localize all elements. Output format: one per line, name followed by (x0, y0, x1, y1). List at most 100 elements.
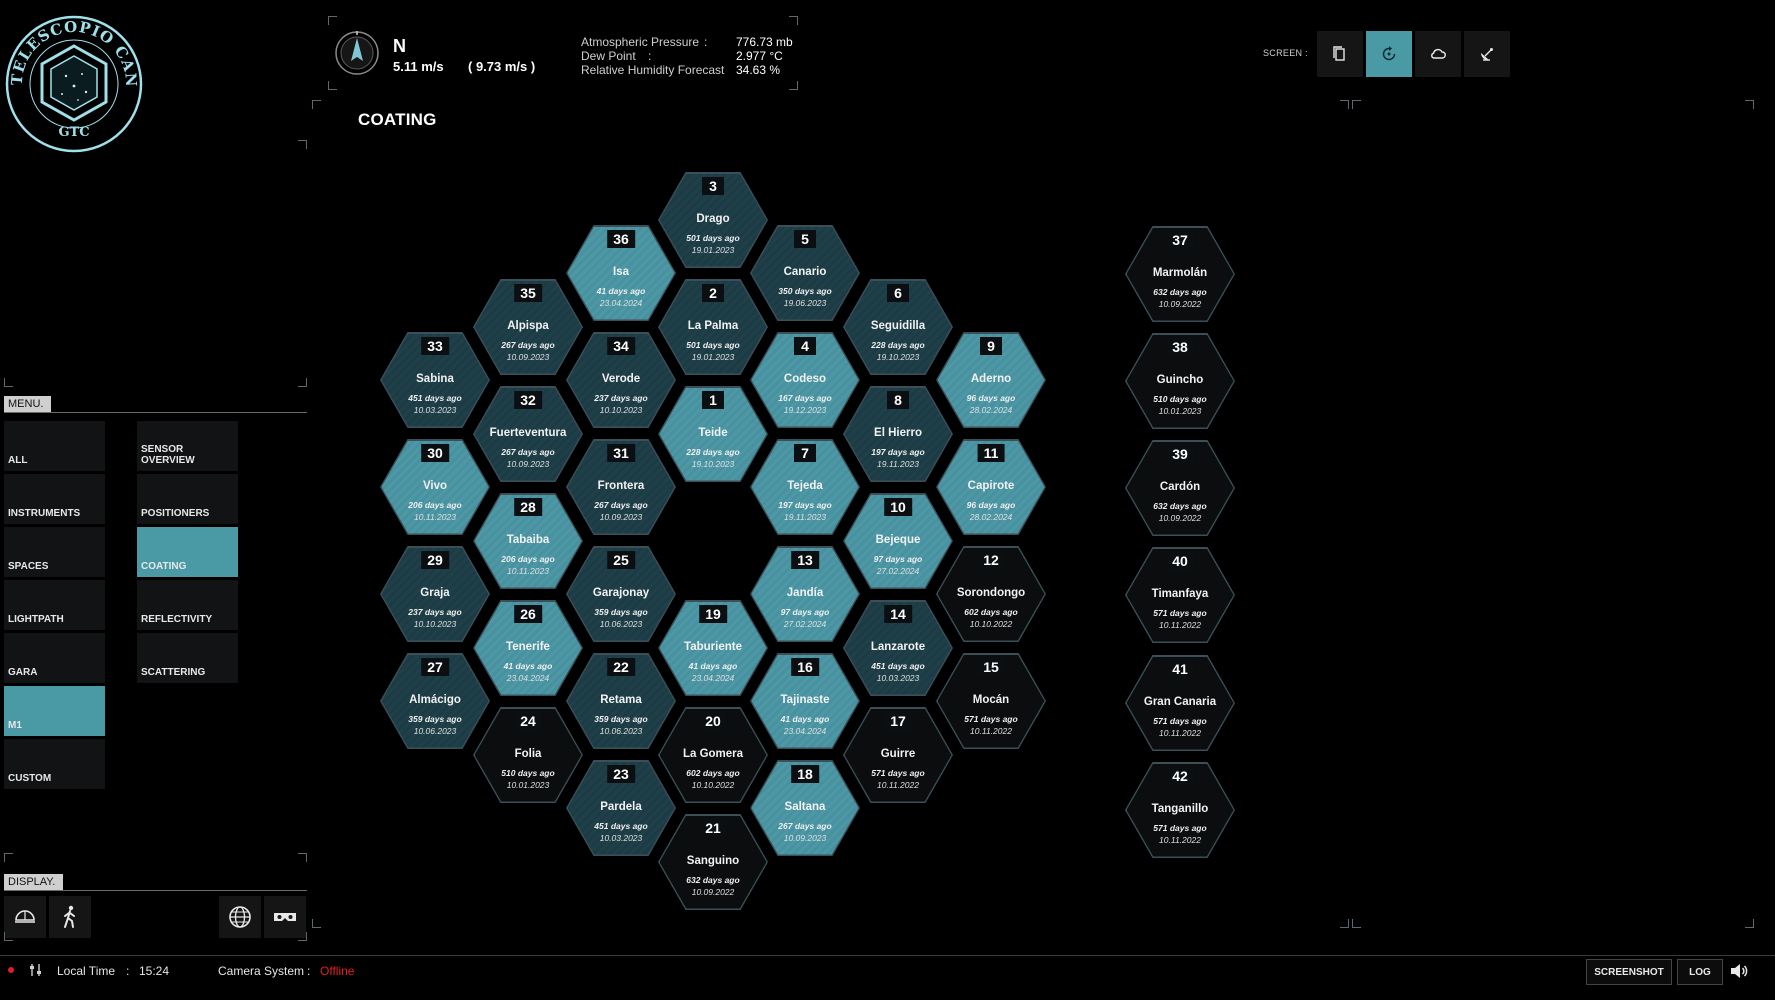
mirror-segment-hex[interactable]: 7 Tejeda 197 days ago 19.11.2023 (750, 439, 860, 535)
menu-item-positioners[interactable]: POSITIONERS (137, 474, 238, 524)
walk-mode-button[interactable] (49, 896, 91, 938)
spare-segment-hex[interactable]: 37 Marmolán 632 days ago 10.09.2022 (1125, 226, 1235, 322)
log-button[interactable]: LOG (1677, 959, 1723, 985)
local-time-label: Local Time (57, 964, 116, 978)
menu-item-spaces[interactable]: SPACES (4, 527, 105, 577)
mirror-segment-hex[interactable]: 32 Fuerteventura 267 days ago 10.09.2023 (473, 386, 583, 482)
spare-segment-hex[interactable]: 38 Guincho 510 days ago 10.01.2023 (1125, 333, 1235, 429)
segment-coating-date: 10.01.2023 (506, 780, 550, 790)
segment-coating-date: 10.03.2023 (876, 673, 920, 683)
menu-item-custom[interactable]: CUSTOM (4, 739, 105, 789)
walking-person-icon (64, 905, 75, 928)
segment-name: Tejeda (787, 480, 823, 492)
segment-days-ago: 41 days ago (503, 661, 553, 671)
menu-item-gara[interactable]: GARA (4, 633, 105, 683)
menu-item-label: POSITIONERS (141, 508, 210, 519)
mirror-segment-hex[interactable]: 1 Teide 228 days ago 19.10.2023 (658, 386, 768, 482)
volume-icon[interactable] (1729, 961, 1749, 981)
mirror-segment-hex[interactable]: 12 Sorondongo 602 days ago 10.10.2022 (936, 546, 1046, 642)
mirror-segment-hex[interactable]: 34 Verode 237 days ago 10.10.2023 (566, 332, 676, 428)
dome-view-button[interactable] (4, 896, 46, 938)
segment-number: 36 (607, 230, 635, 248)
mirror-segment-hex[interactable]: 27 Almácigo 359 days ago 10.06.2023 (380, 653, 490, 749)
mirror-segment-hex[interactable]: 8 El Hierro 197 days ago 19.11.2023 (843, 386, 953, 482)
segment-name: Sanguino (686, 855, 740, 867)
segment-coating-date: 10.06.2023 (413, 726, 457, 736)
mirror-segment-hex[interactable]: 26 Tenerife 41 days ago 23.04.2024 (473, 600, 583, 696)
main-panel-frame (312, 100, 1754, 928)
mirror-segment-hex[interactable]: 24 Folia 510 days ago 10.01.2023 (473, 707, 583, 803)
segment-number: 14 (884, 605, 912, 623)
rotate-screen-button[interactable] (1366, 31, 1412, 77)
segment-coating-date: 28.02.2024 (969, 405, 1013, 415)
mirror-segment-hex[interactable]: 6 Seguidilla 228 days ago 19.10.2023 (843, 279, 953, 375)
segment-name: Frontera (597, 480, 645, 492)
settings-sliders-icon[interactable] (28, 962, 44, 978)
wind-direction: N (393, 36, 406, 56)
mirror-segment-hex[interactable]: 31 Frontera 267 days ago 10.09.2023 (566, 439, 676, 535)
segment-coating-date: 19.11.2023 (877, 459, 919, 469)
segment-name: Timanfaya (1151, 588, 1209, 600)
mirror-segment-hex[interactable]: 11 Capirote 96 days ago 28.02.2024 (936, 439, 1046, 535)
segment-coating-date: 10.09.2023 (506, 459, 550, 469)
mirror-segment-hex[interactable]: 18 Saltana 267 days ago 10.09.2023 (750, 760, 860, 856)
menu-item-reflectivity[interactable]: REFLECTIVITY (137, 580, 238, 630)
mirror-segment-hex[interactable]: 33 Sabina 451 days ago 10.03.2023 (380, 332, 490, 428)
menu-item-scattering[interactable]: SCATTERING (137, 633, 238, 683)
mirror-segment-hex[interactable]: 2 La Palma 501 days ago 19.01.2023 (658, 279, 768, 375)
mirror-segment-hex[interactable]: 23 Pardela 451 days ago 10.03.2023 (566, 760, 676, 856)
mirror-segment-hex[interactable]: 21 Sanguino 632 days ago 10.09.2022 (658, 814, 768, 910)
mirror-segment-hex[interactable]: 3 Drago 501 days ago 19.01.2023 (658, 172, 768, 268)
mirror-segment-hex[interactable]: 13 Jandía 97 days ago 27.02.2024 (750, 546, 860, 642)
menu-divider (4, 412, 307, 413)
spare-segment-hex[interactable]: 42 Tanganillo 571 days ago 10.11.2022 (1125, 762, 1235, 858)
record-indicator-icon (8, 967, 14, 973)
menu-item-m1[interactable]: M1 (4, 686, 105, 736)
segment-number: 21 (699, 819, 727, 837)
spare-segment-hex[interactable]: 41 Gran Canaria 571 days ago 10.11.2022 (1125, 655, 1235, 751)
segment-coating-date: 19.01.2023 (691, 245, 735, 255)
mirror-segment-hex[interactable]: 10 Bejeque 97 days ago 27.02.2024 (843, 493, 953, 589)
dew-point-label: Dew Point (581, 49, 636, 63)
segment-coating-date: 10.11.2022 (1159, 620, 1201, 630)
globe-view-button[interactable] (219, 896, 261, 938)
mirror-segment-hex[interactable]: 9 Aderno 96 days ago 28.02.2024 (936, 332, 1046, 428)
segment-coating-date: 19.10.2023 (691, 459, 735, 469)
segment-number: 28 (514, 498, 542, 516)
mirror-segment-hex[interactable]: 17 Guirre 571 days ago 10.11.2022 (843, 707, 953, 803)
mirror-segment-hex[interactable]: 14 Lanzarote 451 days ago 10.03.2023 (843, 600, 953, 696)
segment-number: 19 (699, 605, 727, 623)
segment-number: 24 (514, 712, 542, 730)
dish-screen-button[interactable] (1464, 31, 1510, 77)
segment-number: 17 (884, 712, 912, 730)
segment-days-ago: 197 days ago (778, 500, 832, 510)
mirror-segment-hex[interactable]: 4 Codeso 167 days ago 19.12.2023 (750, 332, 860, 428)
mirror-segment-hex[interactable]: 30 Vivo 206 days ago 10.11.2023 (380, 439, 490, 535)
mirror-segment-hex[interactable]: 35 Alpispa 267 days ago 10.09.2023 (473, 279, 583, 375)
mirror-segment-hex[interactable]: 28 Tabaiba 206 days ago 10.11.2023 (473, 493, 583, 589)
menu-item-instruments[interactable]: INSTRUMENTS (4, 474, 105, 524)
segment-number: 25 (607, 551, 635, 569)
mirror-segment-hex[interactable]: 22 Retama 359 days ago 10.06.2023 (566, 653, 676, 749)
segment-number: 38 (1166, 338, 1194, 356)
mirror-segment-hex[interactable]: 16 Tajinaste 41 days ago 23.04.2024 (750, 653, 860, 749)
spare-segment-hex[interactable]: 40 Timanfaya 571 days ago 10.11.2022 (1125, 547, 1235, 643)
segment-days-ago: 267 days ago (778, 821, 832, 831)
mirror-segment-hex[interactable]: 29 Graja 237 days ago 10.10.2023 (380, 546, 490, 642)
mirror-segment-hex[interactable]: 25 Garajonay 359 days ago 10.06.2023 (566, 546, 676, 642)
screenshot-button[interactable]: SCREENSHOT (1586, 959, 1672, 985)
vr-view-button[interactable] (264, 896, 306, 938)
menu-item-all[interactable]: ALL (4, 421, 105, 471)
weather-screen-button[interactable] (1415, 31, 1461, 77)
mirror-segment-hex[interactable]: 5 Canario 350 days ago 19.06.2023 (750, 225, 860, 321)
copy-screen-button[interactable] (1317, 31, 1363, 77)
mirror-segment-hex[interactable]: 19 Taburiente 41 days ago 23.04.2024 (658, 600, 768, 696)
menu-item-coating[interactable]: COATING (137, 527, 238, 577)
segment-days-ago: 602 days ago (964, 607, 1018, 617)
menu-item-lightpath[interactable]: LIGHTPATH (4, 580, 105, 630)
mirror-segment-hex[interactable]: 15 Mocán 571 days ago 10.11.2022 (936, 653, 1046, 749)
mirror-segment-hex[interactable]: 20 La Gomera 602 days ago 10.10.2022 (658, 707, 768, 803)
menu-item-sensor-overview[interactable]: SENSOR OVERVIEW (137, 421, 238, 471)
mirror-segment-hex[interactable]: 36 Isa 41 days ago 23.04.2024 (566, 225, 676, 321)
spare-segment-hex[interactable]: 39 Cardón 632 days ago 10.09.2022 (1125, 440, 1235, 536)
